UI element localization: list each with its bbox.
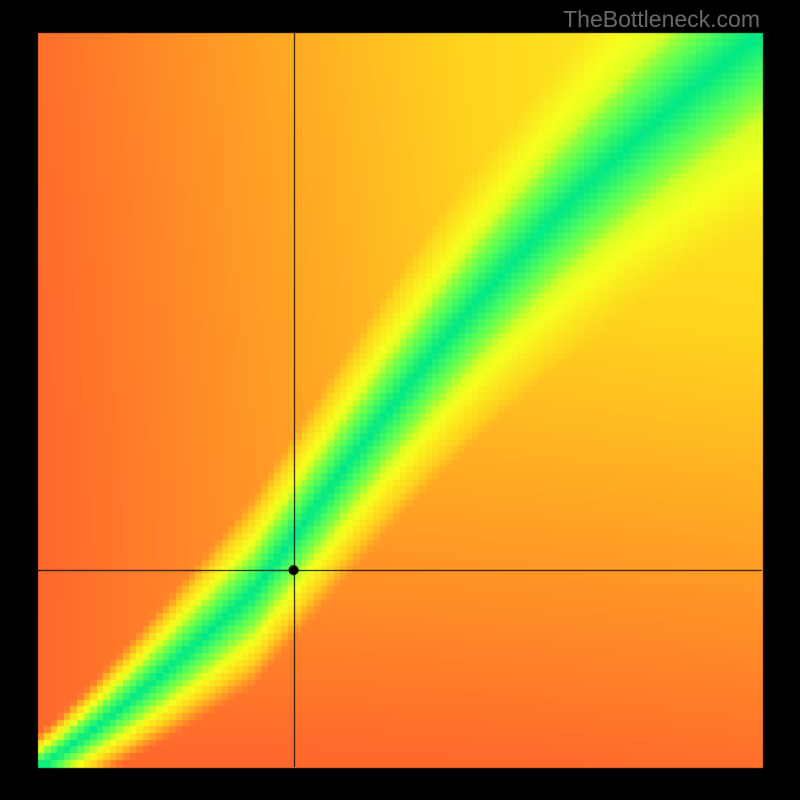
watermark-text: TheBottleneck.com (563, 6, 760, 33)
bottleneck-heatmap (0, 0, 800, 800)
chart-container: TheBottleneck.com (0, 0, 800, 800)
